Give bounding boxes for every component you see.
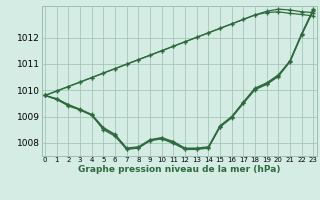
X-axis label: Graphe pression niveau de la mer (hPa): Graphe pression niveau de la mer (hPa) (78, 165, 280, 174)
